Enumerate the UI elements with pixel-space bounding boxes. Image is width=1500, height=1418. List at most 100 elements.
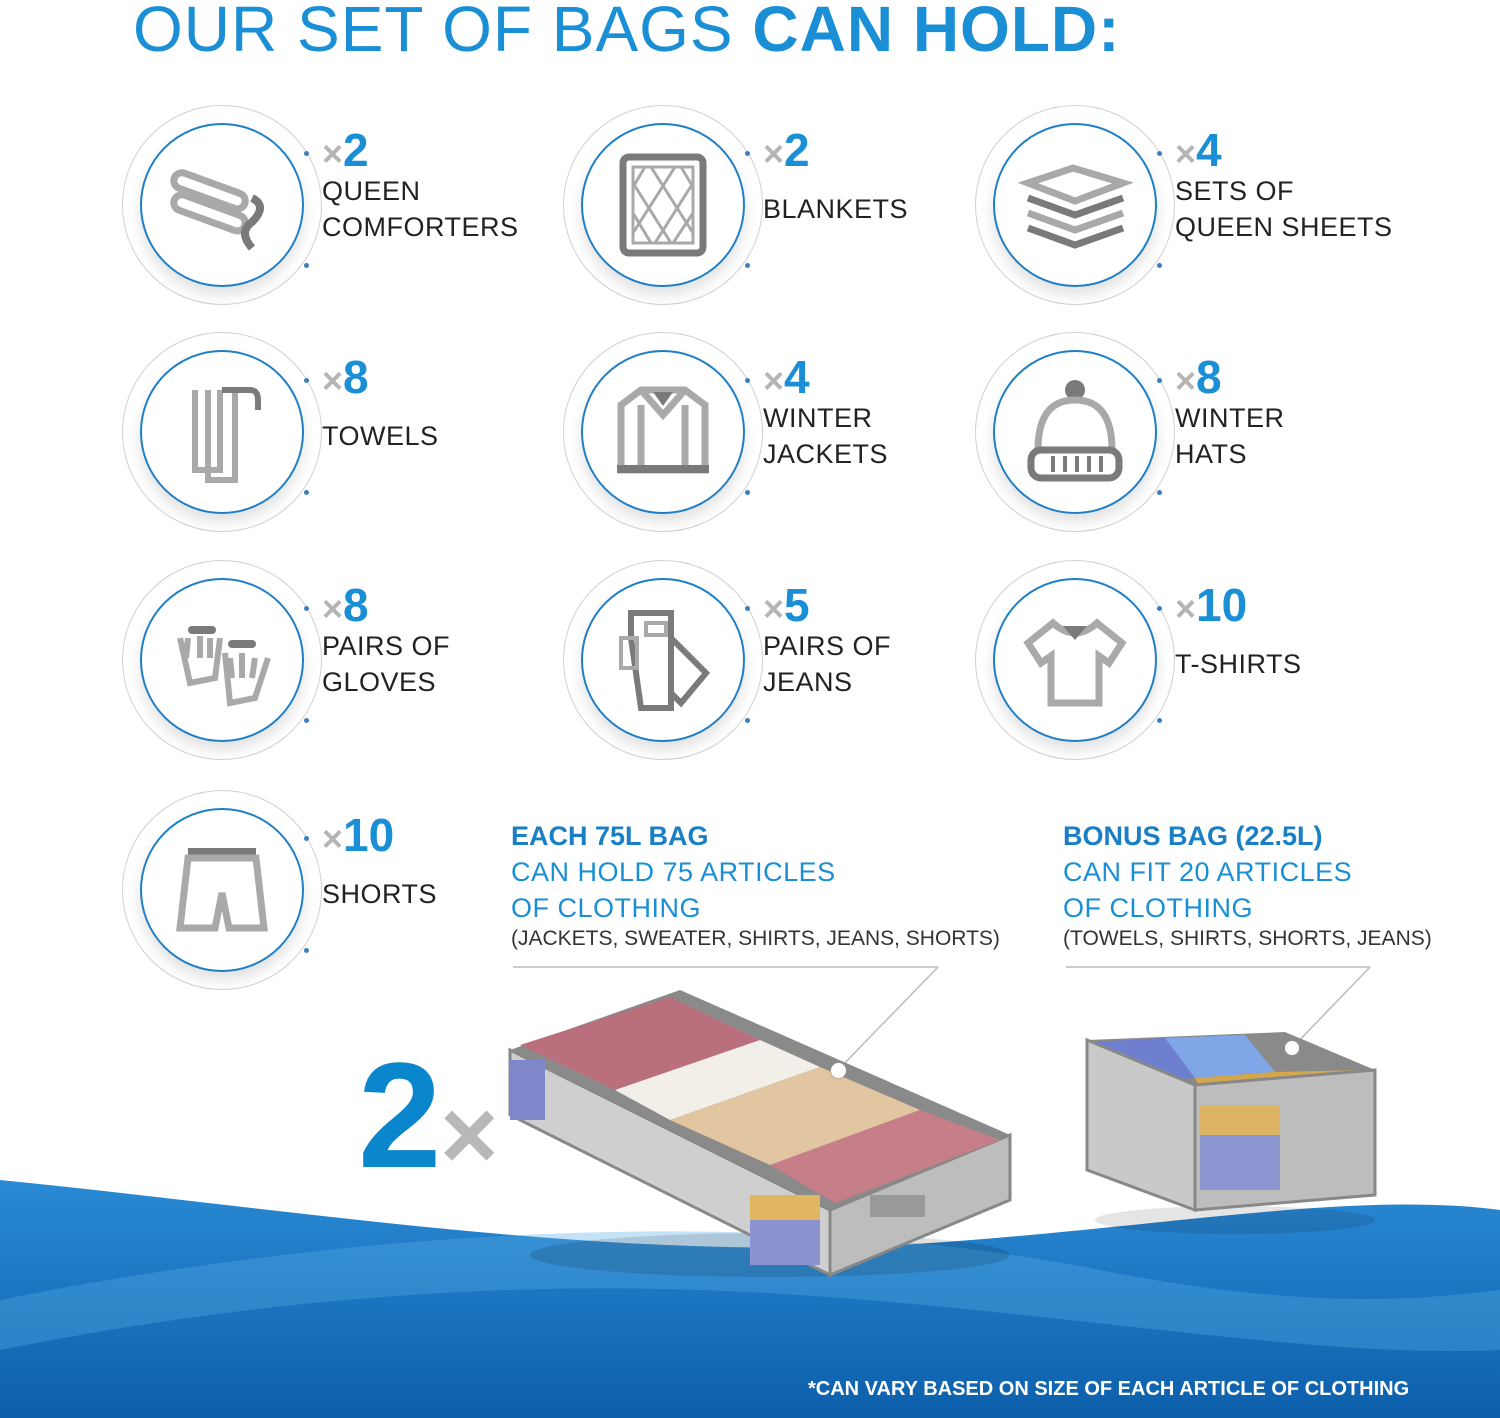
ring-dot <box>1157 606 1162 611</box>
ring-dot <box>1157 151 1162 156</box>
item-label-line: GLOVES <box>322 667 437 697</box>
quilted-blanket-icon <box>619 153 707 257</box>
item-label-line: TOWELS <box>322 421 439 451</box>
item-label-line: QUEEN SHEETS <box>1175 212 1393 242</box>
ring-dot <box>745 263 750 268</box>
hanging-towel-icon <box>192 387 261 483</box>
ring-dot <box>304 836 309 841</box>
capacity-item: ×10 SHORTS <box>122 790 562 1000</box>
item-label: T-SHIRTS <box>1175 646 1302 682</box>
item-badge <box>581 350 745 514</box>
multiply-sign: × <box>763 588 785 629</box>
title-bold: CAN HOLD: <box>752 0 1121 65</box>
bonus-bag-examples: (TOWELS, SHIRTS, SHORTS, JEANS) <box>1063 927 1432 950</box>
item-badge <box>993 123 1157 287</box>
item-ring <box>122 332 322 532</box>
item-ring <box>975 560 1175 760</box>
ring-dot <box>1157 263 1162 268</box>
item-count-value: 8 <box>343 351 369 403</box>
item-badge <box>140 123 304 287</box>
item-ring <box>122 560 322 760</box>
capacity-item: ×5 PAIRS OF JEANS <box>563 560 1003 770</box>
capacity-item: ×2 BLANKETS <box>563 105 1003 315</box>
item-count: ×8 <box>322 578 369 632</box>
multiply-sign: × <box>322 133 344 174</box>
item-label: WINTER JACKETS <box>763 400 888 472</box>
ring-dot <box>304 490 309 495</box>
ring-dot <box>745 606 750 611</box>
item-label: PAIRS OF GLOVES <box>322 628 450 700</box>
bonus-storage-bag-image <box>1085 1032 1377 1234</box>
item-count: ×2 <box>763 123 810 177</box>
item-count: ×10 <box>1175 578 1247 632</box>
footnote: *CAN VARY BASED ON SIZE OF EACH ARTICLE … <box>808 1378 1410 1400</box>
main-bag-text: EACH 75L BAG CAN HOLD 75 ARTICLES OF CLO… <box>511 818 1000 952</box>
item-badge <box>140 808 304 972</box>
multiply-sign: × <box>1175 360 1197 401</box>
ring-dot <box>304 263 309 268</box>
multiply-sign: × <box>322 818 344 859</box>
item-label-line: SETS OF <box>1175 176 1295 206</box>
item-count: ×8 <box>322 350 369 404</box>
jacket-icon <box>617 386 709 474</box>
item-label-line: WINTER <box>1175 403 1285 433</box>
stacked-sheets-icon <box>1017 164 1134 249</box>
capacity-item: ×4 SETS OF QUEEN SHEETS <box>975 105 1415 315</box>
main-bag-heading: EACH 75L BAG <box>511 821 709 851</box>
item-ring <box>563 105 763 305</box>
item-count-value: 4 <box>1196 124 1222 176</box>
item-count-value: 8 <box>343 579 369 631</box>
item-label-line: QUEEN <box>322 176 421 206</box>
item-label-line: HATS <box>1175 439 1248 469</box>
item-count-value: 4 <box>784 351 810 403</box>
item-badge <box>993 578 1157 742</box>
ring-dot <box>304 718 309 723</box>
ring-dot <box>304 948 309 953</box>
t-shirt-icon <box>1023 618 1127 707</box>
main-bag-line1: CAN HOLD 75 ARTICLES <box>511 857 836 887</box>
item-label: SHORTS <box>322 876 437 912</box>
capacity-item: ×4 WINTER JACKETS <box>563 332 1003 542</box>
item-label-line: COMFORTERS <box>322 212 519 242</box>
bonus-bag-heading: BONUS BAG (22.5L) <box>1063 821 1323 851</box>
bag-quantity: 2 <box>358 1031 442 1199</box>
capacity-item: ×8 WINTER HATS <box>975 332 1415 542</box>
item-label-line: PAIRS OF <box>322 631 451 661</box>
item-label: BLANKETS <box>763 191 908 227</box>
item-ring <box>563 332 763 532</box>
ring-dot <box>1157 490 1162 495</box>
item-label-line: JEANS <box>763 667 853 697</box>
ring-dot <box>1157 718 1162 723</box>
main-bag-examples: (JACKETS, SWEATER, SHIRTS, JEANS, SHORTS… <box>511 927 1000 950</box>
ring-dot <box>304 606 309 611</box>
item-label-line: SHORTS <box>322 879 438 909</box>
multiply-sign: × <box>763 360 785 401</box>
item-label: QUEEN COMFORTERS <box>322 173 519 245</box>
multiply-sign: × <box>322 360 344 401</box>
ring-dot <box>745 718 750 723</box>
item-ring <box>563 560 763 760</box>
multiply-sign: × <box>763 133 785 174</box>
item-count: ×4 <box>763 350 810 404</box>
item-ring <box>975 332 1175 532</box>
main-bag-line2: OF CLOTHING <box>511 893 702 923</box>
item-count: ×4 <box>1175 123 1222 177</box>
folded-comforter-icon <box>170 169 264 251</box>
item-label-line: BLANKETS <box>763 194 909 224</box>
beanie-hat-icon <box>1027 380 1123 482</box>
ring-dot <box>745 490 750 495</box>
item-label: PAIRS OF JEANS <box>763 628 891 700</box>
item-count-value: 2 <box>784 124 810 176</box>
page-title: OUR SET OF BAGS CAN HOLD: <box>133 0 1120 66</box>
main-bag-callout-dot <box>831 1063 846 1078</box>
item-ring <box>975 105 1175 305</box>
multiply-sign: × <box>322 588 344 629</box>
item-label-line: WINTER <box>763 403 873 433</box>
blue-wave-background <box>0 1180 1500 1418</box>
ring-dot <box>745 378 750 383</box>
bag-quantity-symbol: × <box>440 1079 499 1191</box>
item-count: ×5 <box>763 578 810 632</box>
title-light: OUR SET OF BAGS <box>133 0 753 65</box>
gloves-icon <box>177 626 271 707</box>
shorts-icon <box>176 848 268 932</box>
